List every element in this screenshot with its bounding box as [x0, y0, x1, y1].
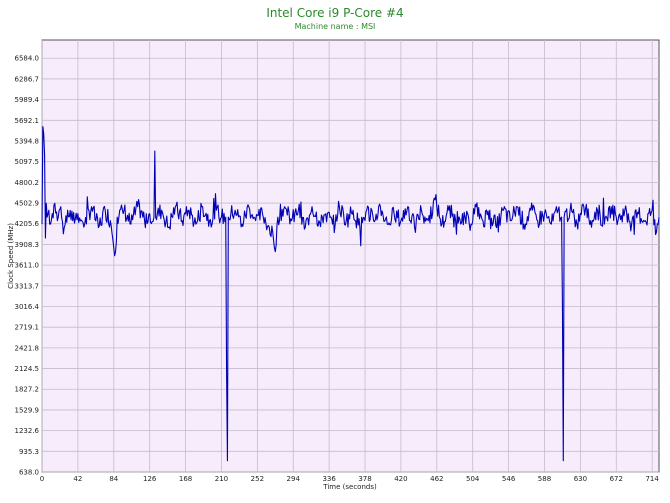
x-tick-label: 168 — [179, 475, 192, 483]
x-axis-label: Time (seconds) — [322, 483, 377, 491]
chart-subtitle: Machine name : MSI — [295, 22, 376, 31]
y-tick-label: 3611.0 — [15, 262, 40, 270]
x-tick-label: 420 — [394, 475, 407, 483]
y-tick-label: 5989.4 — [15, 96, 40, 104]
y-tick-label: 5394.8 — [15, 137, 40, 145]
x-tick-label: 588 — [538, 475, 551, 483]
y-tick-label: 638.0 — [19, 469, 39, 477]
x-tick-label: 294 — [287, 475, 301, 483]
series-line — [41, 126, 660, 462]
y-tick-label: 3313.7 — [15, 282, 40, 290]
x-tick-label: 378 — [358, 475, 371, 483]
x-tick-label: 126 — [143, 475, 157, 483]
y-tick-label: 6286.7 — [15, 75, 40, 83]
x-tick-label: 714 — [645, 475, 659, 483]
x-tick-label: 672 — [610, 475, 623, 483]
x-tick-label: 630 — [574, 475, 587, 483]
y-tick-label: 2421.8 — [15, 344, 40, 352]
chart-title: Intel Core i9 P-Core #4 — [266, 6, 403, 20]
y-tick-label: 935.3 — [19, 448, 39, 456]
y-tick-label: 5692.1 — [15, 117, 40, 125]
y-tick-label: 4205.6 — [15, 220, 40, 228]
x-tick-label: 42 — [73, 475, 82, 483]
x-tick-label: 84 — [109, 475, 118, 483]
y-tick-label: 3016.4 — [15, 303, 40, 311]
y-tick-label: 2124.5 — [15, 365, 40, 373]
gridlines — [41, 40, 659, 473]
y-tick-label: 4800.2 — [15, 179, 40, 187]
y-tick-label: 1827.2 — [15, 386, 40, 394]
x-tick-label: 504 — [466, 475, 480, 483]
y-axis-label: Clock Speed (MHz) — [7, 223, 15, 289]
y-tick-label: 3908.3 — [15, 241, 40, 249]
x-tick-label: 0 — [40, 475, 44, 483]
x-tick-label: 210 — [215, 475, 228, 483]
y-tick-label: 1529.9 — [15, 406, 40, 414]
y-tick-label: 5097.5 — [15, 158, 40, 166]
x-tick-label: 546 — [502, 475, 516, 483]
x-tick-label: 336 — [322, 475, 336, 483]
y-axis-ticks: 6584.0 6286.7 5989.4 5692.1 5394.8 5097.5 4800… — [15, 55, 40, 477]
y-tick-label: 1232.6 — [15, 427, 40, 435]
series-layer — [41, 126, 660, 462]
y-tick-label: 4502.9 — [15, 200, 40, 208]
x-tick-label: 462 — [430, 475, 443, 483]
plot-area — [41, 39, 660, 473]
x-tick-label: 252 — [251, 475, 264, 483]
y-tick-label: 2719.1 — [15, 324, 40, 332]
y-tick-label: 6584.0 — [15, 55, 40, 63]
x-axis-ticks: 0 42 84 126 168 210 252 294 336 378 420 462 504 546 58… — [40, 475, 660, 483]
